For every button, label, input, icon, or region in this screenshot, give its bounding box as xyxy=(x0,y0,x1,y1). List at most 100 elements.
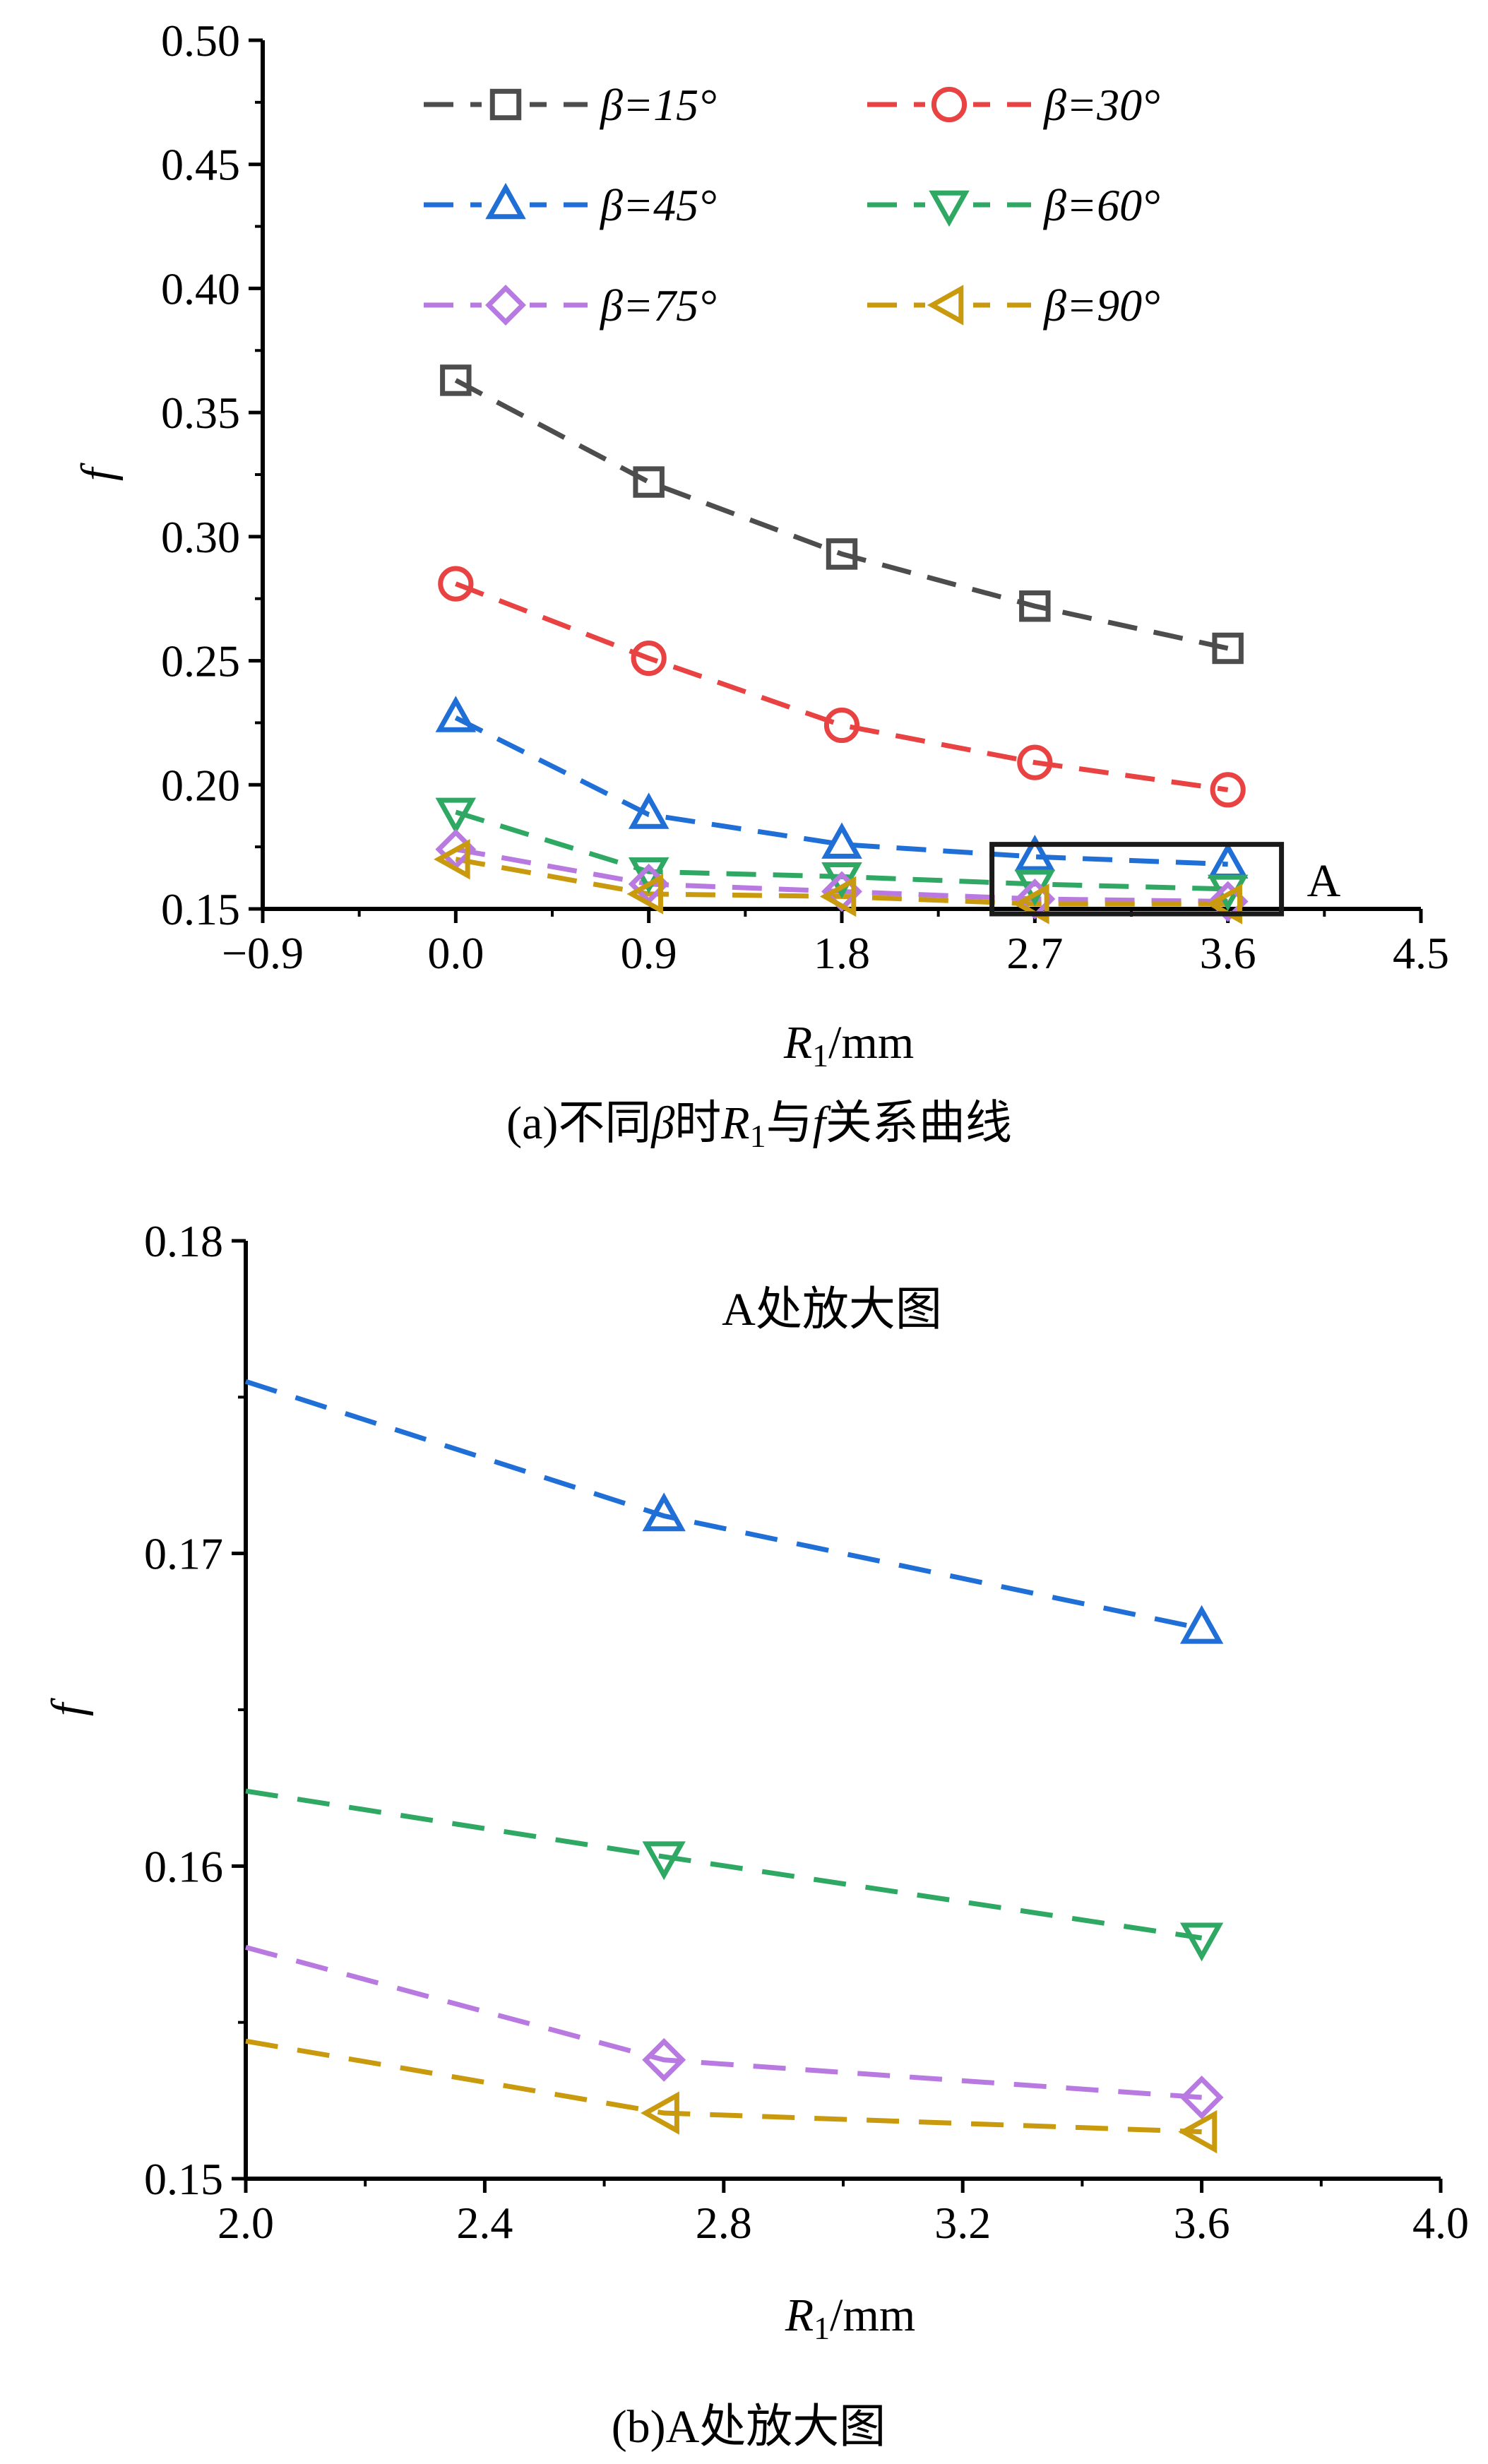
chart-b-point xyxy=(1179,1922,1224,1962)
chart-a-point xyxy=(435,797,477,835)
chart-a-point xyxy=(631,640,667,677)
chart-a-x-tick-label: 4.5 xyxy=(1393,928,1449,978)
chart-b-y-tick-label: 0.15 xyxy=(144,2154,223,2204)
chart-b: 2.0 2.4 2.8 3.2 3.6 4.0 0.15 0.16 0.17 0.18 A处放大图… xyxy=(42,1216,1469,2453)
zoom-region-box xyxy=(989,842,1285,917)
chart-b-series-lines xyxy=(244,1379,1203,2135)
legend-marker xyxy=(931,86,968,123)
chart-b-point xyxy=(1179,1605,1224,1644)
chart-a-series-line-3 xyxy=(454,715,1228,867)
chart-b-y-tick-label: 0.17 xyxy=(144,1529,223,1579)
chart-b-point xyxy=(1178,2109,1218,2154)
chart-b-point xyxy=(642,1492,686,1532)
legend-label: β=90° xyxy=(1042,280,1160,331)
chart-a-x-tick-label: 3.6 xyxy=(1200,928,1256,978)
chart-a-series-line-2 xyxy=(455,581,1229,792)
chart-b-x-tick-label: 2.4 xyxy=(456,2198,513,2248)
caption-a-post: 关系曲线 xyxy=(826,1097,1012,1149)
chart-a-point xyxy=(626,874,663,915)
chart-a-point xyxy=(1207,842,1249,879)
caption-a-beta: β xyxy=(650,1097,674,1149)
chart-b-y-tick-label: 0.16 xyxy=(144,1841,223,1891)
chart-a-point xyxy=(633,466,665,498)
chart-a-point xyxy=(823,707,860,744)
chart-b-x-tick-label: 3.6 xyxy=(1174,2198,1230,2248)
chart-a-point xyxy=(628,792,669,829)
chart-a-y-tick-label: 0.20 xyxy=(161,760,240,810)
legend-item: β=45° xyxy=(424,180,717,230)
chart-b-point xyxy=(642,2037,686,2082)
chart-b-x-label-unit: /mm xyxy=(830,2290,915,2341)
chart-a-y-tick-label: 0.40 xyxy=(161,263,240,314)
legend-item: β=75° xyxy=(424,280,717,331)
chart-a-y-tick-label: 0.35 xyxy=(161,388,240,438)
chart-a-markers xyxy=(434,364,1249,924)
legend-marker xyxy=(485,182,526,220)
chart-b-point xyxy=(642,1841,686,1881)
chart-b-caption: (b)A处放大图 xyxy=(612,2401,886,2453)
chart-b-x-tick-label: 4.0 xyxy=(1412,2198,1469,2248)
chart-a-y-axis-label: f xyxy=(72,463,124,481)
legend-item: β=90° xyxy=(867,280,1160,331)
chart-b-x-label-symbol: R xyxy=(785,2290,814,2341)
caption-a-pre: (a)不同 xyxy=(506,1097,651,1149)
chart-a-y-tick-label: 0.15 xyxy=(161,884,240,934)
zoom-region-label: A xyxy=(1307,855,1341,907)
chart-b-series-line-1 xyxy=(244,1379,1203,1631)
chart-a-x-tick-label: 0.9 xyxy=(621,928,677,978)
chart-a-x-label-symbol: R xyxy=(783,1017,812,1069)
chart-b-y-tick-label: 0.18 xyxy=(144,1216,223,1266)
chart-b-x-tick-label: 3.2 xyxy=(934,2198,991,2248)
chart-b-y-axis-label: f xyxy=(42,1698,94,1716)
legend-item: β=15° xyxy=(424,80,717,130)
chart-a-point xyxy=(819,876,857,917)
chart-a-axes: −0.9 0.0 0.9 1.8 2.7 3.6 4.5 0.15 0.20 0.25 0.30 0.… xyxy=(161,16,1449,978)
legend-marker xyxy=(927,285,964,326)
chart-a-point xyxy=(1212,632,1244,665)
legend-marker xyxy=(929,190,970,227)
legend-label: β=30° xyxy=(1042,80,1160,130)
legend-marker-bg xyxy=(482,81,530,129)
caption-a-mid1: 时 xyxy=(674,1097,721,1149)
legend-item: β=30° xyxy=(867,80,1160,130)
chart-a-point xyxy=(438,566,474,602)
chart-a-y-tick-label: 0.25 xyxy=(161,636,240,686)
chart-a-point xyxy=(435,696,477,732)
chart-b-x-tick-label: 2.8 xyxy=(696,2198,752,2248)
chart-a-y-tick-label: 0.30 xyxy=(161,512,240,562)
chart-b-series-line-4 xyxy=(245,2038,1202,2135)
chart-b-point xyxy=(641,2091,679,2135)
chart-a-y-tick-label: 0.50 xyxy=(161,16,240,66)
legend-label: β=45° xyxy=(599,180,717,230)
chart-a-point xyxy=(1017,744,1053,780)
chart-b-series-line-3 xyxy=(245,1945,1202,2100)
caption-a-r: R xyxy=(720,1097,749,1149)
legend-label: β=15° xyxy=(599,80,717,130)
chart-b-point xyxy=(1179,2075,1224,2119)
chart-a-point xyxy=(1014,835,1056,871)
chart-a-x-axis-label: R1/mm xyxy=(783,1017,914,1073)
chart-a: −0.9 0.0 0.9 1.8 2.7 3.6 4.5 0.15 0.20 0.25 0.30 0.… xyxy=(72,16,1449,1154)
legend-marker xyxy=(485,285,526,326)
chart-a-point xyxy=(821,822,862,859)
chart-a-x-tick-label: 1.8 xyxy=(814,928,870,978)
chart-a-x-label-subscript: 1 xyxy=(812,1037,828,1073)
chart-b-axes: 2.0 2.4 2.8 3.2 3.6 4.0 0.15 0.16 0.17 0.18 xyxy=(144,1216,1469,2248)
chart-a-y-tick-label: 0.45 xyxy=(161,140,240,190)
chart-a-point xyxy=(440,364,472,396)
legend-item: β=60° xyxy=(867,180,1160,230)
chart-b-markers xyxy=(641,1492,1224,2154)
legend-label: β=60° xyxy=(1042,180,1160,230)
chart-a-legend: β=15° β=30° β=45° β=60° β=75° β=90° xyxy=(424,80,1160,331)
chart-a-point xyxy=(1210,772,1246,808)
legend-marker xyxy=(489,88,522,121)
chart-b-x-tick-label: 2.0 xyxy=(218,2198,274,2248)
chart-a-x-tick-label: −0.9 xyxy=(222,928,304,978)
chart-a-annotation-box: A xyxy=(989,842,1341,917)
chart-a-x-label-unit: /mm xyxy=(828,1017,914,1069)
chart-b-x-axis-label: R1/mm xyxy=(785,2290,915,2346)
caption-a-mid2: 与 xyxy=(766,1097,813,1149)
chart-b-series-line-2 xyxy=(245,1788,1203,1941)
chart-a-x-tick-label: 0.0 xyxy=(427,928,484,978)
